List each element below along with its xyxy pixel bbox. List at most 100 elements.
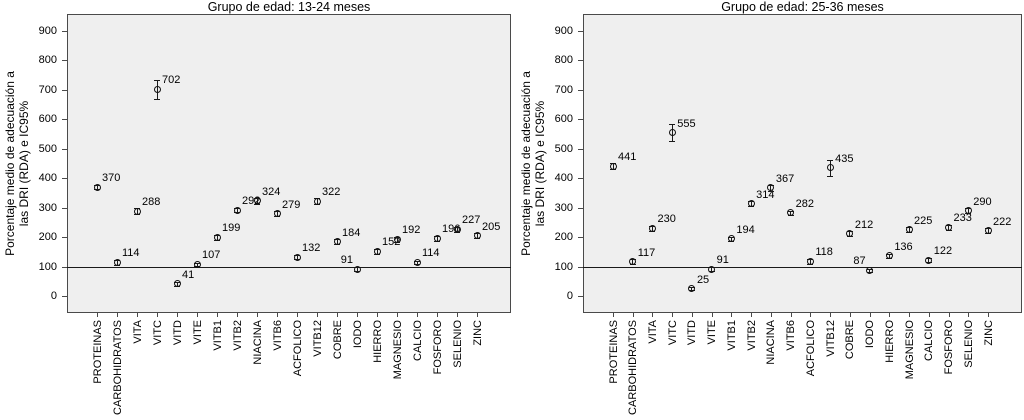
x-tick-mark	[613, 313, 614, 317]
x-tick-label-calcio: CALCIO	[411, 320, 424, 361]
x-tick-label-acfolico: ACFOLICO	[804, 320, 817, 377]
y-tick-mark	[62, 178, 67, 180]
y-tick-label: 800	[554, 54, 573, 67]
point-value-label: 367	[775, 172, 795, 185]
point-value-label: 702	[162, 74, 181, 87]
data-point-zinc	[473, 232, 481, 240]
y-tick-mark	[578, 296, 583, 297]
x-tick-label-cobre: COBRE	[331, 320, 344, 360]
data-point-fosforo	[945, 223, 953, 231]
data-point-vitb1	[727, 235, 735, 243]
y-tick-mark	[578, 89, 583, 91]
y-tick-mark	[62, 148, 67, 150]
x-tick-mark	[237, 313, 238, 317]
x-tick-label-acfolico: ACFOLICO	[291, 320, 304, 377]
x-tick-label-iodo: IODO	[864, 320, 877, 349]
point-value-label: 25	[696, 273, 710, 286]
x-tick-label-vitb6: VITB6	[271, 320, 284, 351]
data-point-cobre	[846, 230, 854, 238]
x-tick-mark	[691, 313, 693, 317]
x-tick-label-vitb12: VITB12	[311, 320, 324, 357]
x-tick-mark	[477, 313, 478, 317]
x-tick-label-niacina: NIACINA	[765, 320, 778, 365]
y-tick-label: 700	[38, 83, 57, 96]
y-tick-label: 400	[554, 172, 573, 185]
point-value-label: 288	[142, 196, 161, 209]
x-tick-label-vitb2: VITB2	[231, 320, 244, 351]
point-value-label: 290	[973, 195, 992, 208]
data-point-vitb6	[787, 209, 795, 217]
point-value-label: 184	[342, 226, 361, 239]
y-tick-label: 300	[38, 201, 57, 214]
x-tick-mark	[337, 313, 338, 317]
point-value-label: 225	[914, 214, 933, 227]
x-tick-mark	[257, 313, 258, 317]
data-point-hierro	[373, 247, 381, 255]
x-tick-mark	[417, 313, 418, 317]
data-point-hierro	[885, 252, 893, 260]
y-tick-mark	[62, 119, 67, 121]
y-tick-mark	[578, 148, 583, 150]
point-value-label: 132	[302, 242, 321, 255]
point-value-label: 222	[993, 215, 1012, 228]
y-tick-label: 0	[566, 290, 573, 302]
chart-age-25-36: Grupo de edad: 25-36 meses Porcentaje me…	[512, 0, 1024, 420]
data-point-vitd	[173, 280, 181, 288]
error-bar-cap-bottom	[767, 190, 774, 192]
x-tick-mark	[810, 313, 812, 317]
y-tick-mark	[62, 296, 67, 297]
x-tick-label-niacina: NIACINA	[251, 320, 264, 365]
point-value-label: 441	[618, 151, 637, 164]
x-tick-label-vite: VITE	[191, 320, 204, 345]
x-tick-label-magnesio: MAGNESIO	[391, 320, 404, 380]
chart-title: Grupo de edad: 25-36 meses	[721, 0, 884, 14]
x-tick-label-proteinas: PROTEINAS	[91, 320, 104, 384]
y-tick-label: 500	[38, 142, 57, 155]
x-tick-label-carbohidratos: CARBOHIDRATOS	[627, 320, 640, 415]
x-tick-mark	[988, 313, 989, 317]
chart-title: Grupo de edad: 13-24 meses	[207, 0, 371, 14]
x-tick-mark	[731, 313, 733, 317]
y-tick-label: 100	[554, 260, 573, 273]
y-tick-label: 100	[38, 260, 57, 273]
x-tick-mark	[117, 313, 118, 317]
y-tick-mark	[62, 266, 67, 268]
plot-area	[583, 14, 1022, 313]
point-value-label: 282	[795, 197, 814, 210]
point-value-label: 87	[853, 255, 866, 268]
x-tick-label-fosforo: FOSFORO	[431, 320, 444, 375]
point-value-label: 370	[102, 172, 121, 185]
y-tick-mark	[62, 207, 67, 209]
plot-area	[67, 14, 511, 313]
reference-line-100pct	[583, 266, 1022, 268]
point-value-label: 205	[482, 220, 501, 233]
x-tick-mark	[849, 313, 851, 317]
x-tick-mark	[672, 313, 674, 317]
data-point-acfolico	[806, 257, 814, 265]
x-tick-label-vitd: VITD	[171, 320, 184, 346]
point-value-label: 192	[402, 224, 421, 237]
x-tick-mark	[217, 313, 218, 317]
x-tick-label-vita: VITA	[131, 320, 144, 344]
y-tick-label: 0	[50, 290, 57, 302]
data-point-proteinas	[609, 162, 617, 170]
y-tick-label: 600	[38, 113, 57, 126]
x-tick-label-vitb12: VITB12	[824, 320, 837, 357]
y-tick-label: 200	[38, 231, 57, 244]
point-value-label: 279	[282, 198, 301, 211]
x-tick-mark	[830, 313, 832, 317]
point-value-label: 227	[462, 214, 481, 227]
y-tick-label: 500	[554, 142, 573, 155]
point-value-label: 91	[340, 254, 353, 267]
point-value-label: 555	[677, 117, 696, 130]
data-point-vite	[708, 265, 716, 273]
error-bar-cap-bottom	[827, 176, 834, 178]
data-point-magnesio	[905, 226, 913, 234]
data-point-selenio	[964, 207, 972, 215]
x-tick-mark	[889, 313, 891, 317]
x-tick-label-hierro: HIERRO	[883, 320, 896, 363]
point-value-label: 435	[835, 152, 854, 165]
point-value-label: 91	[716, 254, 729, 267]
x-tick-label-cobre: COBRE	[844, 320, 857, 360]
x-tick-label-zinc: ZINC	[982, 320, 995, 346]
